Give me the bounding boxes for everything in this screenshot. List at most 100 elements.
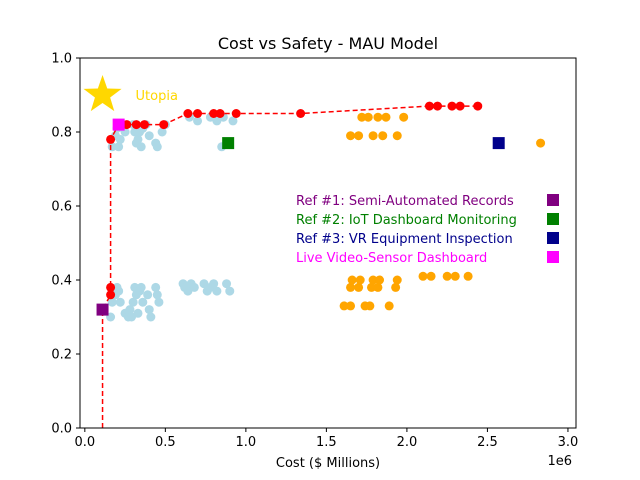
pareto-point-1	[106, 282, 116, 292]
legend-marker-4	[547, 251, 559, 263]
scatter-point-s1-10	[536, 138, 546, 148]
x-tick-label-0: 0.0	[74, 435, 95, 450]
pareto-point-15	[433, 101, 443, 111]
scatter-point-s0-18	[157, 127, 167, 137]
legend-label-3: Ref #3: VR Equipment Inspection	[296, 232, 513, 247]
scatter-point-s1-24	[391, 282, 401, 292]
scatter-point-s0-54	[189, 282, 199, 292]
x-tick-label-4: 2.0	[397, 435, 418, 450]
scatter-point-s1-23	[384, 301, 394, 311]
y-tick-label-5: 1.0	[51, 52, 72, 67]
pareto-point-0	[106, 290, 116, 300]
scatter-point-s1-30	[463, 271, 473, 281]
reference-marker-1	[96, 303, 109, 316]
scatter-point-s0-37	[128, 297, 138, 307]
pareto-point-12	[231, 109, 241, 118]
scatter-point-s1-6	[378, 131, 388, 141]
scatter-point-s0-59	[212, 286, 222, 296]
scatter-point-s0-28	[107, 297, 117, 307]
scatter-point-s1-2	[357, 112, 367, 122]
y-tick-label-0: 0.0	[51, 422, 72, 437]
scatter-point-s1-4	[368, 131, 378, 141]
legend-label-2: Ref #2: IoT Dashboard Monitoring	[296, 213, 517, 228]
y-tick-label-1: 0.2	[51, 348, 72, 363]
pareto-point-16	[447, 101, 457, 111]
scatter-point-s1-9	[399, 112, 409, 122]
scatter-point-s1-18	[365, 301, 375, 311]
scatter-point-s1-3	[363, 112, 373, 122]
reference-marker-4	[112, 118, 125, 131]
scatter-point-s0-46	[146, 312, 156, 322]
scatter-point-s1-5	[373, 112, 383, 122]
pareto-point-11	[215, 109, 225, 118]
pareto-point-5	[131, 120, 141, 130]
scatter-point-s1-12	[346, 301, 356, 311]
scatter-point-s0-3	[114, 142, 124, 152]
reference-marker-2	[222, 137, 235, 150]
x-tick-label-5: 2.5	[477, 435, 498, 450]
axes-ticks: 0.0 0.5 1.0 1.5 2.0 2.5 3.0 0.0 0.2 0.4 0.6 0.8 1.0	[51, 52, 578, 451]
scatter-point-s1-29	[450, 271, 460, 281]
scatter-point-s0-58	[209, 279, 219, 289]
x-tick-label-1: 0.5	[155, 435, 176, 450]
scatter-point-s0-32	[115, 297, 125, 307]
scatter-point-s0-17	[152, 142, 162, 152]
scatter-point-s0-15	[144, 131, 154, 141]
scatter-point-s1-28	[442, 271, 452, 281]
scatter-point-s1-27	[426, 271, 436, 281]
scatter-point-s1-21	[373, 282, 383, 292]
pareto-point-6	[139, 120, 149, 130]
plot-area: Utopia	[83, 75, 546, 428]
scatter-point-s1-16	[355, 275, 365, 285]
x-axis-offset-label: 1e6	[547, 454, 572, 469]
y-tick-label-4: 0.8	[51, 126, 72, 141]
y-tick-label-3: 0.6	[51, 200, 72, 215]
pareto-point-10	[209, 109, 219, 118]
scatter-point-s0-25	[228, 116, 238, 126]
scatter-point-s1-26	[418, 271, 428, 281]
legend-marker-1	[547, 194, 559, 206]
x-tick-label-6: 3.0	[558, 435, 579, 450]
scatter-point-s0-35	[125, 305, 135, 315]
scatter-point-s0-42	[136, 282, 146, 292]
legend-label-4: Live Video-Sensor Dashboard	[296, 251, 487, 266]
scatter-point-s0-4	[115, 134, 125, 144]
legend: Ref #1: Semi-Automated Records Ref #2: Io…	[296, 194, 559, 266]
legend-marker-3	[547, 232, 559, 244]
scatter-point-s1-13	[346, 282, 356, 292]
scatter-point-s0-47	[151, 282, 161, 292]
pareto-point-2	[106, 134, 116, 144]
scatter-point-s1-7	[381, 112, 391, 122]
scatter-point-s1-1	[354, 131, 364, 141]
pareto-point-7	[159, 120, 169, 130]
x-axis-label: Cost ($ Millions)	[276, 456, 380, 471]
scatter-point-s1-22	[375, 275, 385, 285]
legend-marker-2	[547, 213, 559, 225]
scatter-point-s0-60	[222, 279, 232, 289]
pareto-point-8	[183, 109, 193, 118]
scatter-point-s0-31	[114, 286, 124, 296]
x-tick-label-3: 1.5	[316, 435, 337, 450]
chart-title: Cost vs Safety - MAU Model	[218, 34, 438, 53]
reference-marker-3	[492, 137, 505, 150]
scatter-point-s1-8	[392, 131, 402, 141]
scatter-point-s1-20	[368, 275, 378, 285]
pareto-point-14	[424, 101, 434, 111]
scatter-point-s0-40	[133, 308, 143, 318]
pareto-point-13	[296, 109, 306, 118]
x-tick-label-2: 1.0	[236, 435, 257, 450]
scatter-point-s1-15	[354, 282, 364, 292]
scatter-point-s0-21	[193, 116, 203, 126]
scatter-point-s1-25	[392, 275, 402, 285]
pareto-point-17	[455, 101, 465, 111]
plot-frame	[79, 57, 577, 429]
utopia-label: Utopia	[136, 89, 178, 104]
scatter-point-s0-48	[152, 290, 162, 300]
scatter-point-s1-11	[339, 301, 349, 311]
scatter-point-s0-10	[133, 134, 143, 144]
scatter-point-s0-44	[143, 290, 153, 300]
scatter-point-s0-43	[138, 297, 148, 307]
y-tick-label-2: 0.4	[51, 274, 72, 289]
